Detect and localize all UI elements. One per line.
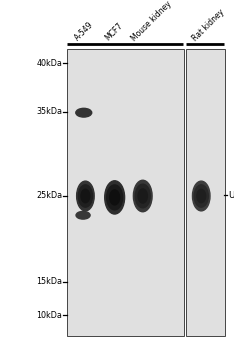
Ellipse shape — [197, 189, 206, 203]
Text: MCF7: MCF7 — [104, 21, 125, 43]
Ellipse shape — [193, 181, 210, 211]
Ellipse shape — [107, 185, 123, 210]
Text: 40kDa: 40kDa — [36, 58, 62, 68]
Text: 25kDa: 25kDa — [36, 191, 62, 201]
Text: Mouse kidney: Mouse kidney — [129, 0, 173, 43]
Ellipse shape — [78, 185, 92, 207]
Ellipse shape — [77, 181, 94, 211]
Text: 15kDa: 15kDa — [36, 277, 62, 286]
Ellipse shape — [76, 108, 92, 117]
Ellipse shape — [135, 184, 150, 208]
Text: Rat kidney: Rat kidney — [190, 7, 226, 43]
Ellipse shape — [138, 189, 147, 203]
Ellipse shape — [110, 190, 120, 205]
Ellipse shape — [105, 181, 124, 214]
Text: UNC50: UNC50 — [228, 191, 234, 200]
Ellipse shape — [76, 211, 90, 219]
Text: 35kDa: 35kDa — [36, 107, 62, 117]
Ellipse shape — [194, 185, 208, 207]
Text: 10kDa: 10kDa — [36, 310, 62, 320]
Ellipse shape — [133, 180, 152, 212]
Text: A-549: A-549 — [73, 20, 95, 43]
Ellipse shape — [81, 189, 90, 203]
Bar — [67, 49, 184, 336]
Bar — [186, 49, 225, 336]
